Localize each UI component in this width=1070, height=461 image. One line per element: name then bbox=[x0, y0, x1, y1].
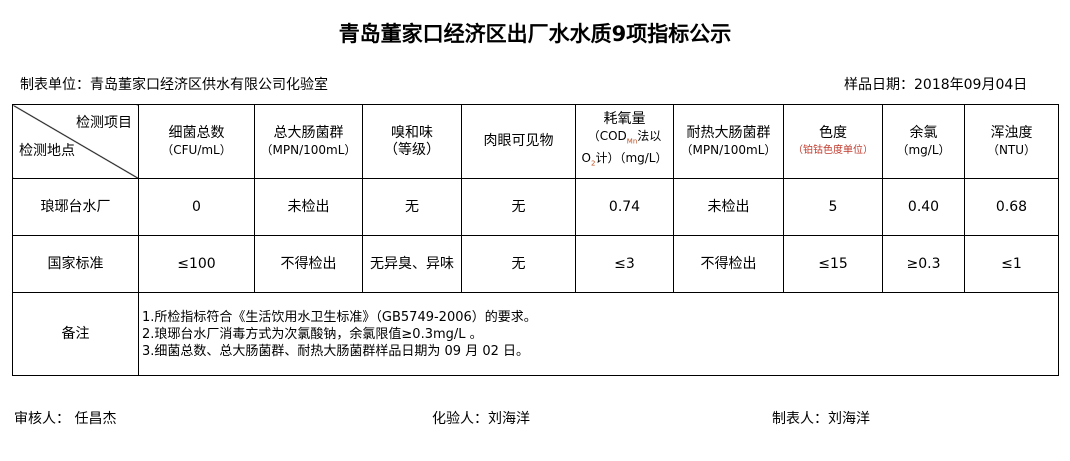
unit-part: 法以 bbox=[637, 128, 662, 143]
cell: 未检出 bbox=[254, 178, 363, 236]
col-unit: O2计）（mg/L） bbox=[576, 150, 673, 172]
col-name: 耐热大肠菌群 bbox=[686, 124, 771, 141]
header-row: 检测项目 检测地点 细菌总数 （CFU/mL） 总大肠菌群 （MPN/100mL） 嗅… bbox=[12, 104, 1059, 179]
reviewer-signature: 审核人： 任昌杰 bbox=[14, 411, 117, 427]
notes-label: 备注 bbox=[12, 292, 139, 376]
col-unit: （MPN/100mL） bbox=[260, 142, 357, 157]
cell: ≥0.3 bbox=[882, 235, 965, 293]
cell: 0.40 bbox=[882, 178, 965, 236]
col-name: 浑浊度 bbox=[990, 124, 1033, 141]
notes-row: 备注 1.所检指标符合《生活饮用水卫生标准》（GB5749-2006）的要求。 … bbox=[12, 292, 1059, 376]
col-header: 色度 （铂钴色度单位） bbox=[783, 104, 883, 179]
sample-date: 样品日期：2018年09月04日 bbox=[844, 77, 1028, 93]
unit-label: 制表单位：青岛董家口经济区供水有限公司化验室 bbox=[20, 77, 328, 93]
col-unit: （等级） bbox=[384, 141, 440, 158]
note-line: 1.所检指标符合《生活饮用水卫生标准》（GB5749-2006）的要求。 bbox=[142, 309, 537, 325]
notes-content: 1.所检指标符合《生活饮用水卫生标准》（GB5749-2006）的要求。 2.琅… bbox=[138, 292, 1059, 376]
col-header: 耐热大肠菌群 （MPN/100mL） bbox=[673, 104, 784, 179]
row-label: 琅琊台水厂 bbox=[12, 178, 139, 236]
col-header: 细菌总数 （CFU/mL） bbox=[138, 104, 255, 179]
row-label: 国家标准 bbox=[12, 235, 139, 293]
table-row: 琅琊台水厂 0 未检出无无 0.74 未检出 5 0.40 0.68 bbox=[12, 178, 1059, 236]
col-header: 总大肠菌群 （MPN/100mL） bbox=[254, 104, 363, 179]
location-label: 检测地点 bbox=[19, 143, 75, 159]
col-header: 浑浊度 （NTU） bbox=[964, 104, 1059, 179]
unit-sub: Mn bbox=[626, 137, 638, 145]
col-name: 耗氧量 bbox=[603, 110, 646, 127]
col-name: 嗅和味 bbox=[391, 124, 433, 141]
table-row: 国家标准 ≤100 不得检出 无异臭、异味无 ≤3 不得检出 ≤15 ≥0.3 ≤1 bbox=[12, 235, 1059, 293]
page-title: 青岛董家口经济区出厂水水质9项指标公示 bbox=[338, 22, 732, 46]
maker-signature: 制表人：刘海洋 bbox=[772, 411, 870, 427]
water-quality-table: 检测项目 检测地点 细菌总数 （CFU/mL） 总大肠菌群 （MPN/100mL） 嗅… bbox=[12, 104, 1059, 376]
unit-part: O bbox=[581, 151, 591, 165]
col-name: 色度 bbox=[819, 124, 847, 141]
col-name: 细菌总数 bbox=[168, 124, 225, 141]
col-name: 总大肠菌群 bbox=[273, 124, 344, 141]
diagonal-header-cell: 检测项目 检测地点 bbox=[12, 104, 139, 179]
cell: ≤3 bbox=[575, 235, 674, 293]
note-line: 2.琅琊台水厂消毒方式为次氯酸钠，余氯限值≥0.3mg/L 。 bbox=[142, 326, 483, 342]
cell: 无 bbox=[362, 178, 462, 236]
cell: ≤1 bbox=[964, 235, 1059, 293]
cell: 不得检出 bbox=[673, 235, 784, 293]
unit-sub: 2 bbox=[590, 159, 596, 168]
cell: 0.74 bbox=[575, 178, 674, 236]
col-unit: （mg/L） bbox=[896, 142, 951, 157]
col-unit: （NTU） bbox=[986, 142, 1037, 157]
cell: 无 bbox=[461, 178, 576, 236]
col-unit: （MPN/100mL） bbox=[680, 142, 777, 157]
col-unit: （铂钴色度单位） bbox=[793, 144, 873, 156]
col-unit: （CODMn法以 bbox=[576, 128, 673, 150]
unit-part: 计）（mg/L） bbox=[595, 151, 668, 165]
col-header: 耗氧量 （CODMn法以 O2计）（mg/L） bbox=[575, 104, 674, 179]
col-name: 肉眼可见物 bbox=[483, 133, 554, 149]
cell: ≤15 bbox=[783, 235, 883, 293]
cell: 0.68 bbox=[964, 178, 1059, 236]
cell: 不得检出 bbox=[254, 235, 363, 293]
cell: 0 bbox=[138, 178, 255, 236]
tester-signature: 化验人：刘海洋 bbox=[432, 411, 530, 427]
col-header: 余氯 （mg/L） bbox=[882, 104, 965, 179]
cell: ≤100 bbox=[138, 235, 255, 293]
col-header: 嗅和味 （等级） bbox=[362, 104, 462, 179]
unit-part: （COD bbox=[587, 128, 627, 143]
note-line: 3.细菌总数、总大肠菌群、耐热大肠菌群样品日期为 09 月 02 日。 bbox=[142, 343, 530, 359]
col-name: 余氯 bbox=[909, 124, 938, 141]
cell: 无 bbox=[461, 235, 576, 293]
cell: 5 bbox=[783, 178, 883, 236]
item-label: 检测项目 bbox=[76, 115, 132, 131]
col-unit: （CFU/mL） bbox=[161, 142, 232, 157]
cell: 无异臭、异味 bbox=[362, 235, 462, 293]
col-header: 肉眼可见物 bbox=[461, 104, 576, 179]
cell: 未检出 bbox=[673, 178, 784, 236]
